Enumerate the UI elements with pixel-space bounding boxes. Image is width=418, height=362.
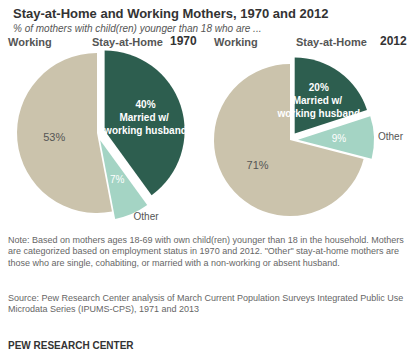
svg-text:Married w/: Married w/ [293, 95, 345, 106]
svg-text:2012: 2012 [380, 34, 407, 48]
svg-text:working husband: working husband [103, 125, 187, 136]
svg-text:working husband: working husband [276, 108, 360, 119]
svg-text:Stay-at-Home: Stay-at-Home [92, 36, 163, 48]
svg-text:Stay-at-Home and Working Mothe: Stay-at-Home and Working Mothers, 1970 a… [13, 6, 328, 21]
svg-text:7%: 7% [110, 174, 125, 185]
svg-text:9%: 9% [332, 133, 347, 144]
svg-text:Other: Other [134, 211, 160, 222]
svg-text:Working: Working [214, 36, 258, 48]
svg-text:71%: 71% [247, 159, 269, 171]
svg-text:Married w/: Married w/ [119, 112, 171, 123]
svg-text:Source: Pew Research Center an: Source: Pew Research Center analysis of … [8, 293, 406, 303]
svg-text:1970: 1970 [170, 34, 197, 48]
svg-text:20%: 20% [309, 82, 329, 93]
svg-text:Microdata Series (IPUMS-CPS),: Microdata Series (IPUMS-CPS), 1971 and 2… [8, 304, 199, 314]
svg-text:% of mothers with child(ren) y: % of mothers with child(ren) younger tha… [13, 23, 261, 34]
svg-text:those who are single, cohabiti: those who are single, cohabiting, or mar… [8, 258, 340, 268]
svg-text:Stay-at-Home: Stay-at-Home [296, 36, 367, 48]
svg-text:Note: Based on mothers ages 18: Note: Based on mothers ages 18-69 with o… [8, 235, 406, 245]
svg-text:53%: 53% [43, 131, 65, 143]
svg-text:Other: Other [378, 131, 404, 142]
svg-text:PEW RESEARCH CENTER: PEW RESEARCH CENTER [8, 340, 134, 351]
svg-text:are categorized based on emplo: are categorized based on employment stat… [8, 246, 402, 256]
svg-text:40%: 40% [135, 99, 155, 110]
svg-text:Working: Working [8, 36, 52, 48]
